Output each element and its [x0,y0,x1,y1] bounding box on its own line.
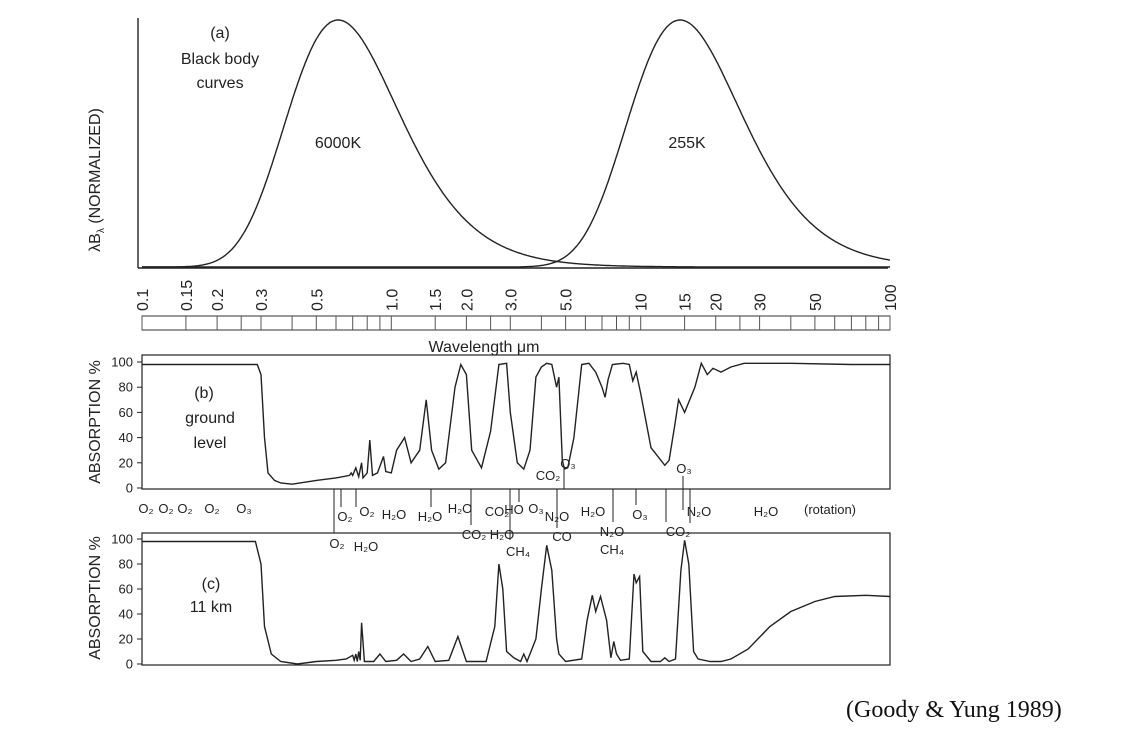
panel-a-label: (a) [210,25,230,42]
absorber-bottom-co2-1: CO₂ [462,527,487,542]
absorber-bottom-ch4-2: CH₄ [600,542,624,557]
blackbody-curve-255k [142,19,891,268]
wavelength-scale-bar [141,315,891,331]
panel-b: ABSORPTION % 0 20 40 60 80 100 (b) ground lev… [87,354,891,496]
wavelength-tick-label: 0.2 [210,289,227,311]
panel-c-y-ticks: 0 20 40 60 80 100 [111,532,142,672]
panel-b-absorber-o3: O₃ [560,456,575,471]
panel-a: λBλ (NORMALIZED) (a) Black body curves 6… [87,18,891,269]
panel-a-ylabel: λBλ (NORMALIZED) [87,108,107,252]
wavelength-tick-label: 10 [634,293,651,311]
panel-c-y-tick-label: 100 [111,532,133,547]
panel-a-annotation-line1: Black body [181,51,259,68]
panel-b-y-ticks: 0 20 40 60 80 100 [111,355,142,496]
panel-c-y-tick-label: 60 [119,582,133,597]
curve-label-255k: 255K [668,135,706,152]
panel-b-absorber-o3-2: O₃ [676,461,691,476]
panel-b-y-tick-label: 40 [119,430,133,445]
absorber-leader-lines [333,467,691,540]
wavelength-scale: 0.1 0.15 0.2 0.3 0.5 1.0 1.5 2.0 3.0 5.0 10 15 20 30 5… [135,280,900,356]
panel-b-y-tick-label: 60 [119,405,133,420]
absorber-co2-1: CO₂ [485,504,510,519]
panel-c-y-tick-label: 80 [119,557,133,572]
wavelength-tick-label: 1.5 [428,289,445,311]
citation: (Goody & Yung 1989) [846,697,1062,723]
absorber-o2-2: O₂ [158,501,173,516]
absorber-o2-6: O₂ [359,504,374,519]
absorber-labels: O₂ O₂ O₂ O₂ O₃ O₂ O₂ H₂O H₂O H₂O CO₂ HO … [138,467,856,559]
absorber-h2o-1: H₂O [382,507,407,522]
absorber-o2-3: O₂ [177,501,192,516]
panel-b-ylabel: ABSORPTION % [87,360,104,484]
absorber-o3-1: O₃ [236,501,251,516]
absorber-bottom-n2o: N₂O [600,524,625,539]
wavelength-tick-label: 0.1 [135,289,152,311]
panel-c-y-tick-label: 0 [126,657,133,672]
panel-c-y-tick-label: 20 [119,632,133,647]
absorber-bottom-co2-2: CO₂ [666,524,691,539]
absorption-curve-ground-level [142,361,890,485]
absorber-bottom-ch4-1: CH₄ [506,544,530,559]
absorber-h2o-2: H₂O [418,509,443,524]
panel-b-y-tick-label: 80 [119,380,133,395]
wavelength-tick-label: 0.3 [254,289,271,311]
wavelength-tick-label: 20 [709,293,726,311]
absorber-ho: HO [504,502,524,517]
absorber-o2-5: O₂ [337,509,352,524]
absorber-n2o-2: N₂O [687,504,712,519]
absorber-o3-3: O₃ [632,507,647,522]
panel-b-y-tick-label: 100 [111,355,133,370]
panel-b-label: (b) [194,385,214,402]
absorption-curve-11km [142,540,891,665]
absorber-h2o-5: H₂O [754,504,779,519]
wavelength-tick-labels: 0.1 0.15 0.2 0.3 0.5 1.0 1.5 2.0 3.0 5.0 10 15 20 30 5… [135,280,900,311]
wavelength-tick-label: 50 [808,293,825,311]
absorber-bottom-h2o-2: H₂O [490,527,515,542]
absorber-h2o-3: H₂O [448,501,473,516]
panel-c-frame [141,532,891,666]
wavelength-tick-label: 0.15 [179,280,196,311]
absorber-o2-4: O₂ [204,501,219,516]
panel-c-label-line2: 11 km [190,599,232,616]
wavelength-tick-label: 15 [678,293,695,311]
panel-b-y-tick-label: 20 [119,455,133,470]
wavelength-tick-label: 100 [883,284,900,311]
absorber-rotation: (rotation) [804,502,856,517]
absorber-bottom-o2: O₂ [329,536,344,551]
curve-label-6000k: 6000K [315,135,362,152]
absorber-bottom-h2o-1: H₂O [354,539,379,554]
wavelength-tick-label: 0.5 [309,289,326,311]
panel-b-frame [141,354,891,490]
wavelength-axis-label: Wavelength μm [429,339,540,356]
panel-c: ABSORPTION % 0 20 40 60 80 100 (c) 11 km [87,532,891,672]
absorber-o3-2: O₃ [528,501,543,516]
absorber-h2o-4: H₂O [581,504,606,519]
wavelength-tick-label: 2.0 [459,289,476,311]
wavelength-tick-label: 5.0 [559,289,576,311]
wavelength-bar-ticks [141,316,891,330]
panel-c-y-tick-label: 40 [119,607,133,622]
wavelength-tick-label: 3.0 [503,289,520,311]
panel-b-label-line2: ground [185,410,235,427]
blackbody-curve-6000k [142,19,890,268]
panel-a-annotation-line2: curves [196,75,243,92]
panel-c-label: (c) [202,576,221,593]
panel-b-absorber-co2: CO₂ [536,468,561,483]
wavelength-tick-label: 30 [753,293,770,311]
wavelength-tick-label: 1.0 [384,289,401,311]
absorber-bottom-co: CO [552,529,572,544]
panel-b-y-tick-label: 0 [126,481,133,496]
panel-b-label-line3: level [194,435,227,452]
absorber-o2-1: O₂ [138,501,153,516]
panel-c-ylabel: ABSORPTION % [87,536,104,660]
